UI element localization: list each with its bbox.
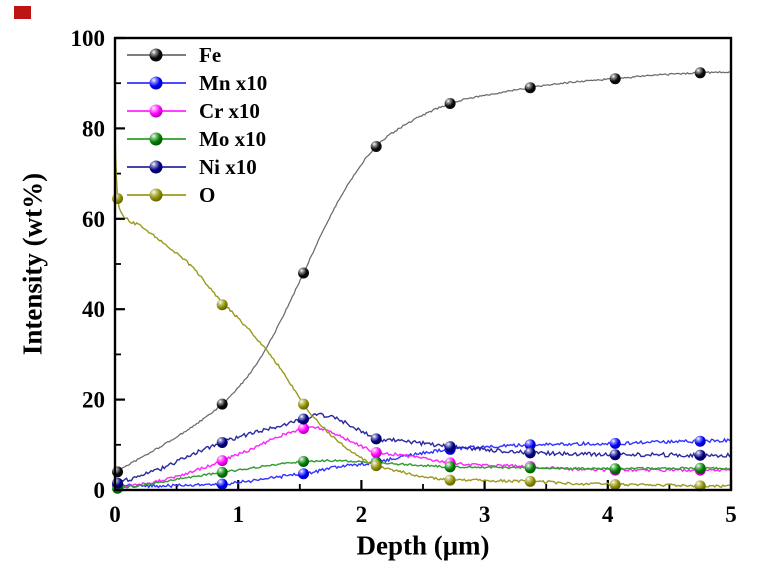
- legend-marker-icon: [127, 104, 186, 118]
- legend-label-fe: Fe: [199, 42, 222, 67]
- marker-cr: [216, 455, 228, 467]
- marker-mn: [609, 437, 621, 449]
- y-tick-label: 80: [82, 116, 105, 141]
- plot-frame: [113, 36, 733, 492]
- curve-ni: [114, 412, 732, 485]
- marker-mo: [216, 466, 228, 478]
- legend-item-o: O: [126, 181, 267, 209]
- x-tick-label: 4: [602, 502, 614, 527]
- marker-o: [370, 460, 382, 472]
- marker-ni: [524, 447, 536, 459]
- legend-item-ni: Ni x10: [126, 153, 267, 181]
- legend-label-mn: Mn x10: [199, 70, 268, 95]
- legend-marker-icon: [127, 188, 186, 202]
- marker-ni: [216, 437, 228, 448]
- red-marker: [14, 6, 31, 19]
- marker-fe: [694, 67, 706, 79]
- marker-mo: [444, 461, 456, 473]
- marker-mn: [298, 468, 309, 480]
- x-tick-label: 0: [109, 502, 121, 527]
- legend-item-mn: Mn x10: [126, 69, 267, 97]
- marker-fe: [216, 398, 228, 410]
- marker-fe: [609, 73, 621, 85]
- marker-cr: [370, 447, 382, 458]
- marker-ni: [298, 413, 309, 425]
- legend-label-cr: Cr x10: [199, 98, 260, 123]
- y-tick-label: 0: [94, 478, 106, 503]
- legend-marker-icon: [127, 132, 186, 146]
- legend-label-o: O: [199, 182, 216, 207]
- legend-label-ni: Ni x10: [199, 154, 257, 179]
- marker-ni: [609, 449, 621, 461]
- curve-fe: [114, 70, 732, 473]
- curve-cr: [114, 425, 732, 489]
- marker-mn: [694, 435, 706, 447]
- marker-ni: [694, 449, 706, 461]
- marker-mo: [298, 456, 309, 467]
- marker-o: [298, 398, 309, 410]
- marker-mn: [216, 478, 228, 490]
- marker-mo: [609, 463, 621, 475]
- marker-fe: [370, 141, 382, 152]
- marker-ni: [370, 433, 382, 445]
- y-tick-label: 40: [82, 297, 105, 322]
- marker-ni: [444, 441, 456, 453]
- marker-o: [694, 480, 706, 492]
- curve-o: [114, 136, 732, 489]
- legend-label-mo: Mo x10: [199, 126, 267, 151]
- legend-item-fe: Fe: [126, 41, 267, 69]
- tick-labels: 0 1 2 3 4 5 0 20 40 60 80 100: [71, 26, 737, 527]
- marker-o: [444, 474, 456, 486]
- marker-cr: [298, 423, 309, 434]
- marker-mo: [524, 462, 536, 474]
- x-tick-label: 1: [232, 502, 244, 527]
- legend-item-mo: Mo x10: [126, 125, 267, 153]
- marker-fe: [524, 82, 536, 94]
- marker-fe: [298, 267, 309, 279]
- x-tick-label: 3: [479, 502, 491, 527]
- y-tick-label: 20: [82, 388, 105, 413]
- x-axis-title: Depth (μm): [356, 530, 490, 561]
- legend: Fe Mn x10 Cr x10 Mo x10 Ni x10 O: [126, 41, 267, 209]
- x-tick-label: 5: [725, 502, 737, 527]
- marker-fe: [112, 466, 123, 478]
- y-axis-title: Intensity (wt%): [17, 172, 48, 356]
- marker-o: [112, 193, 123, 204]
- marker-fe: [444, 98, 456, 109]
- legend-marker-icon: [127, 160, 186, 174]
- marker-o: [524, 475, 536, 487]
- legend-marker-icon: [127, 48, 186, 62]
- y-tick-label: 100: [71, 26, 106, 51]
- marker-ni: [112, 477, 123, 489]
- marker-mn: [524, 439, 536, 451]
- marker-o: [216, 299, 228, 311]
- legend-marker-icon: [127, 76, 186, 90]
- marker-mo: [694, 462, 706, 474]
- marker-o: [609, 479, 621, 491]
- y-tick-label: 60: [82, 207, 105, 232]
- x-tick-label: 2: [356, 502, 368, 527]
- legend-item-cr: Cr x10: [126, 97, 267, 125]
